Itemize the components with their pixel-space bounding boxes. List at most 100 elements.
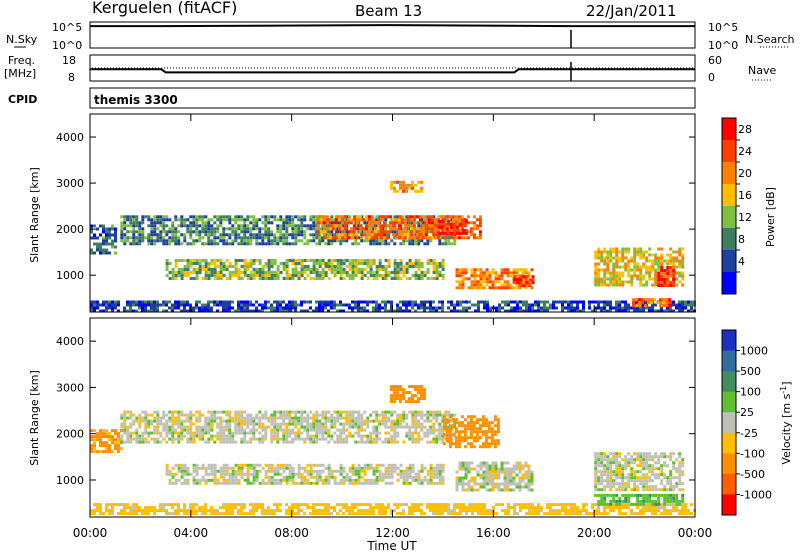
heatmap-cell: [342, 506, 345, 510]
heatmap-cell: [318, 503, 321, 507]
heatmap-cell: [345, 230, 349, 234]
heatmap-cell: [267, 509, 270, 513]
heatmap-cell: [117, 435, 120, 439]
heatmap-cell: [276, 224, 280, 228]
heatmap-cell: [417, 481, 421, 485]
heatmap-cell: [174, 242, 178, 246]
heatmap-cell: [387, 466, 391, 470]
heatmap-cell: [93, 224, 96, 228]
heatmap-cell: [411, 265, 415, 268]
heatmap-cell: [186, 425, 190, 429]
heatmap-cell: [378, 437, 382, 441]
heatmap-cell: [345, 265, 349, 268]
heatmap-cell: [624, 268, 628, 272]
heatmap-cell: [270, 478, 274, 482]
heatmap-cell: [285, 227, 289, 231]
heatmap-cell: [555, 512, 558, 516]
heatmap-cell: [159, 230, 163, 234]
heatmap-cell: [522, 303, 525, 307]
heatmap-cell: [249, 271, 253, 274]
heatmap-cell: [414, 440, 418, 444]
heatmap-cell: [669, 509, 672, 513]
heatmap-cell: [369, 262, 373, 265]
heatmap-cell: [466, 221, 470, 225]
heatmap-cell: [448, 433, 452, 437]
heatmap-cell: [147, 431, 151, 435]
heatmap-cell: [600, 512, 603, 516]
heatmap-cell: [441, 478, 445, 482]
heatmap-cell: [126, 434, 130, 438]
heatmap-cell: [378, 512, 381, 516]
heatmap-cell: [219, 277, 223, 280]
heatmap-cell: [403, 236, 407, 240]
heatmap-cell: [321, 306, 324, 310]
heatmap-cell: [399, 416, 403, 420]
heatmap-cell: [303, 268, 307, 271]
heatmap-cell: [321, 425, 325, 429]
heatmap-cell: [645, 506, 648, 510]
heatmap-cell: [234, 478, 238, 482]
heatmap-cell: [132, 230, 136, 234]
heatmap-cell: [192, 503, 195, 507]
heatmap-cell: [261, 309, 264, 313]
heatmap-cell: [396, 416, 400, 420]
heatmap-cell: [276, 410, 280, 414]
heatmap-cell: [231, 512, 234, 516]
heatmap-cell: [394, 233, 398, 237]
heatmap-cell: [333, 431, 337, 435]
heatmap-cell: [291, 221, 295, 225]
heatmap-cell: [603, 306, 606, 310]
heatmap-cell: [312, 463, 316, 467]
heatmap-cell: [189, 277, 193, 280]
heatmap-cell: [135, 512, 138, 516]
heatmap-cell: [267, 277, 271, 280]
heatmap-cell: [252, 274, 256, 277]
heatmap-cell: [309, 306, 312, 310]
heatmap-cell: [321, 503, 324, 507]
nsky-tick-top: 10^5: [52, 21, 82, 34]
heatmap-cell: [189, 440, 193, 444]
heatmap-cell: [627, 268, 631, 272]
heatmap-cell: [564, 509, 567, 513]
heatmap-cell: [426, 428, 430, 432]
heatmap-cell: [288, 475, 292, 479]
heatmap-cell: [381, 413, 385, 417]
heatmap-cell: [237, 277, 241, 280]
heatmap-cell: [180, 428, 184, 432]
heatmap-cell: [318, 475, 322, 479]
heatmap-cell: [231, 431, 235, 435]
heatmap-cell: [222, 227, 226, 231]
heatmap-cell: [482, 274, 486, 278]
heatmap-cell: [633, 247, 637, 251]
heatmap-cell: [432, 233, 436, 237]
heatmap-cell: [348, 419, 352, 423]
heatmap-cell: [174, 259, 178, 262]
heatmap-cell: [195, 271, 199, 274]
heatmap-cell: [177, 431, 181, 435]
heatmap-cell: [681, 309, 684, 313]
heatmap-cell: [530, 286, 534, 290]
heatmap-cell: [570, 509, 573, 513]
heatmap-cell: [162, 506, 165, 510]
heatmap-cell: [306, 481, 310, 485]
heatmap-cell: [408, 230, 412, 234]
heatmap-cell: [418, 227, 422, 231]
heatmap-cell: [237, 268, 241, 271]
heatmap-cell: [354, 431, 358, 435]
heatmap-cell: [390, 419, 394, 423]
heatmap-cell: [327, 277, 331, 280]
heatmap-cell: [349, 221, 353, 225]
heatmap-cell: [375, 463, 379, 467]
heatmap-cell: [318, 463, 322, 467]
heatmap-cell: [183, 419, 187, 423]
heatmap-cell: [360, 419, 364, 423]
heatmap-cell: [432, 503, 435, 507]
heatmap-cell: [279, 218, 283, 222]
heatmap-cell: [186, 218, 190, 222]
heatmap-cell: [430, 221, 434, 225]
heatmap-cell: [441, 466, 445, 470]
heatmap-cell: [201, 463, 205, 467]
heatmap-cell: [366, 221, 370, 225]
heatmap-cell: [186, 274, 190, 277]
heatmap-cell: [348, 422, 352, 426]
